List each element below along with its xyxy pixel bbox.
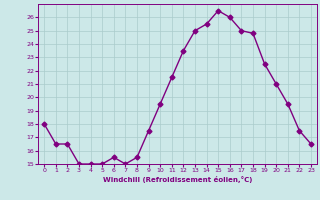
X-axis label: Windchill (Refroidissement éolien,°C): Windchill (Refroidissement éolien,°C) [103,176,252,183]
